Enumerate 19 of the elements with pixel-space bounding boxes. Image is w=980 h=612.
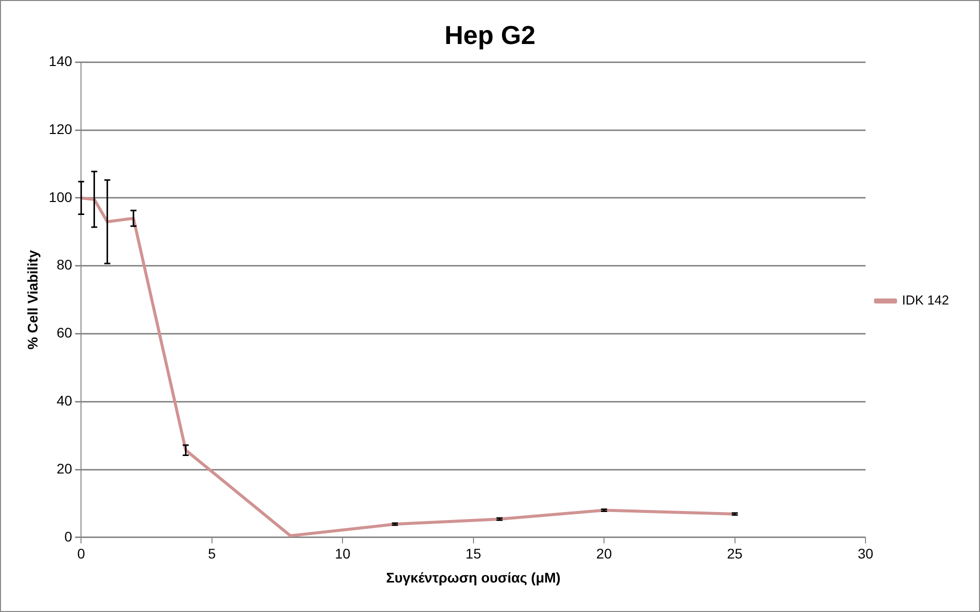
y-tick-label: 60: [56, 324, 72, 341]
y-tick-label: 100: [48, 188, 72, 205]
y-tick-label: 40: [56, 392, 72, 408]
y-axis-title: % Cell Viability: [24, 250, 40, 350]
y-tick-label: 80: [56, 256, 72, 273]
legend-label: IDK 142: [902, 292, 950, 308]
x-tick-label: 5: [208, 546, 216, 562]
x-tick-label: 0: [77, 546, 86, 562]
x-tick-label: 30: [858, 546, 874, 562]
x-tick-label: 20: [596, 546, 612, 562]
chart-title: Hep G2: [444, 20, 536, 50]
y-tick-label: 0: [64, 528, 72, 544]
y-tick-label: 120: [48, 120, 72, 137]
y-tick-label: 140: [48, 53, 72, 70]
y-tick-label: 20: [56, 460, 72, 476]
x-tick-label: 15: [466, 546, 482, 562]
x-tick-label: 10: [334, 546, 351, 562]
x-tick-label: 25: [727, 546, 743, 562]
x-axis-title: Συγκέντρωση ουσίας (μM): [386, 569, 561, 586]
